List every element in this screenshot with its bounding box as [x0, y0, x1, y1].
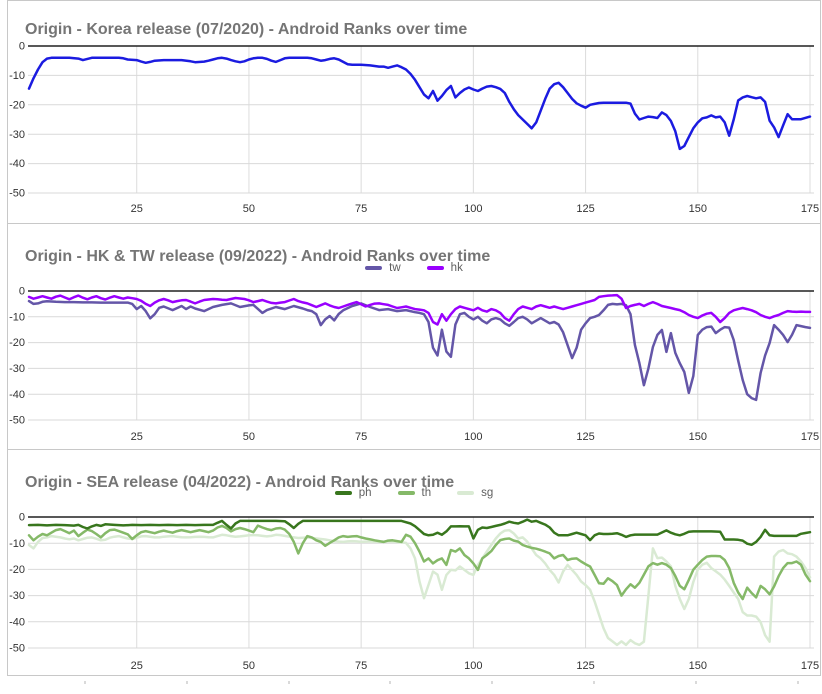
y-tick-label: -30 — [9, 363, 25, 375]
legend-label-hk: hk — [450, 262, 463, 274]
series-line-ph — [27, 518, 812, 547]
x-tick-label: 50 — [243, 203, 255, 215]
legend-item-hk: hk — [426, 262, 463, 274]
legend-item-th: th — [397, 487, 432, 499]
gridlines — [28, 45, 814, 194]
x-tick-label: 50 — [243, 660, 255, 672]
series-line-tw — [27, 299, 812, 402]
series-line-kr — [27, 56, 812, 151]
chart-panel-korea[interactable]: Origin - Korea release (07/2020) - Andro… — [7, 0, 821, 224]
x-tick-label: 150 — [689, 203, 707, 215]
x-tick-label: 175 — [801, 203, 819, 215]
x-tick-label: 125 — [576, 203, 594, 215]
legend-swatch-sg — [457, 491, 475, 495]
legend-swatch-tw — [365, 266, 383, 270]
y-tick-label: -10 — [9, 311, 25, 323]
y-tick-label: -10 — [9, 70, 25, 82]
x-tick-label: 100 — [464, 431, 482, 443]
chart-plot-hk-tw[interactable]: 0 -10 -20 -30 -40 -50 25 50 75 100 125 150 175 — [8, 224, 820, 448]
y-tick-label: -30 — [9, 129, 25, 141]
y-tick-label: -20 — [9, 564, 25, 576]
y-tick-label: 0 — [19, 286, 25, 298]
x-tick-label: 175 — [801, 431, 819, 443]
chart-panel-sea[interactable]: Origin - SEA release (04/2022) - Android… — [7, 450, 821, 676]
series-line-sg — [27, 528, 812, 647]
chart-title-hk-tw: Origin - HK & TW release (09/2022) - And… — [25, 248, 491, 266]
sheet-cells-strip — [0, 676, 822, 684]
chart-plot-sea[interactable]: 0 -10 -20 -30 -40 -50 25 50 75 100 125 150 175 — [8, 450, 820, 674]
axis-tick-labels: 0 -10 -20 -30 -40 -50 25 50 75 100 125 150 175 — [9, 512, 819, 672]
y-tick-label: -20 — [9, 99, 25, 111]
chart-panel-hk-tw[interactable]: Origin - HK & TW release (09/2022) - And… — [7, 224, 821, 450]
legend-label-sg: sg — [481, 487, 494, 499]
x-tick-label: 25 — [131, 660, 143, 672]
series-line-hk — [27, 293, 812, 326]
legend-label-th: th — [421, 487, 432, 499]
x-tick-label: 25 — [131, 203, 143, 215]
y-tick-label: -50 — [9, 415, 25, 427]
y-tick-label: -40 — [9, 389, 25, 401]
chart-plot-korea[interactable]: 0 -10 -20 -30 -40 -50 25 50 75 100 125 150 175 — [8, 1, 820, 223]
legend-item-ph: ph — [334, 487, 372, 499]
x-tick-label: 175 — [801, 660, 819, 672]
legend-label-ph: ph — [358, 487, 372, 499]
y-tick-label: 0 — [19, 41, 25, 53]
x-tick-label: 75 — [355, 431, 367, 443]
x-tick-label: 75 — [355, 660, 367, 672]
y-tick-label: -20 — [9, 337, 25, 349]
gridlines — [28, 516, 814, 649]
chart-title-sea: Origin - SEA release (04/2022) - Android… — [25, 474, 455, 492]
legend-swatch-th — [397, 491, 415, 495]
legend-swatch-hk — [426, 266, 444, 270]
x-tick-label: 75 — [355, 203, 367, 215]
chart-legend-hk-tw: tw hk — [8, 262, 820, 274]
chart-title-korea: Origin - Korea release (07/2020) - Andro… — [25, 21, 468, 39]
x-tick-label: 100 — [464, 203, 482, 215]
x-tick-label: 125 — [576, 660, 594, 672]
axis-tick-labels: 0 -10 -20 -30 -40 -50 25 50 75 100 125 150 175 — [9, 286, 819, 443]
y-tick-label: -10 — [9, 538, 25, 550]
y-tick-label: 0 — [19, 512, 25, 524]
legend-swatch-ph — [334, 491, 352, 495]
x-tick-label: 100 — [464, 660, 482, 672]
y-tick-label: -50 — [9, 643, 25, 655]
series-line-th — [27, 524, 812, 601]
chart-legend-sea: ph th sg — [8, 487, 820, 499]
x-tick-label: 150 — [689, 431, 707, 443]
legend-item-tw: tw — [365, 262, 401, 274]
x-tick-label: 50 — [243, 431, 255, 443]
x-tick-label: 150 — [689, 660, 707, 672]
y-tick-label: -50 — [9, 188, 25, 200]
x-tick-label: 125 — [576, 431, 594, 443]
sheet-column-stubs — [84, 681, 799, 684]
legend-item-sg: sg — [457, 487, 493, 499]
y-tick-label: -40 — [9, 158, 25, 170]
axis-tick-labels: 0 -10 -20 -30 -40 -50 25 50 75 100 125 150 175 — [9, 41, 819, 215]
y-tick-label: -40 — [9, 616, 25, 628]
y-tick-label: -30 — [9, 590, 25, 602]
legend-label-tw: tw — [389, 262, 401, 274]
x-tick-label: 25 — [131, 431, 143, 443]
